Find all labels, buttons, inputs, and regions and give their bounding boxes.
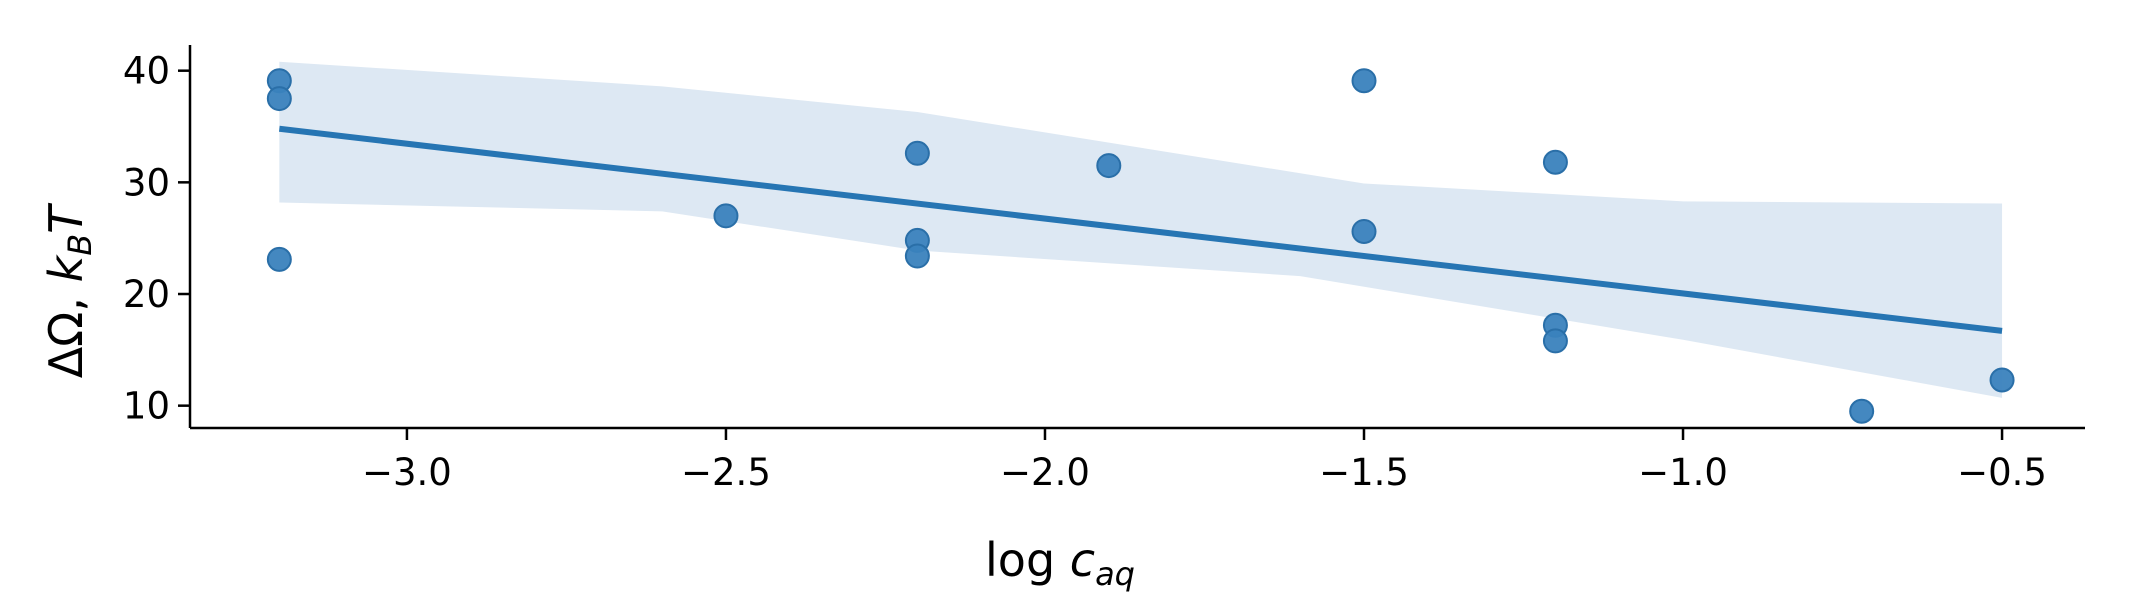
data-point bbox=[1989, 367, 2015, 393]
data-point bbox=[1351, 218, 1377, 244]
y-tick-label: 10 bbox=[123, 385, 170, 428]
data-point bbox=[904, 243, 930, 269]
regression-line bbox=[278, 125, 2003, 334]
x-tick-label: −3.0 bbox=[362, 451, 452, 494]
x-tick-label: −1.5 bbox=[1319, 451, 1409, 494]
y-tick-label: 20 bbox=[123, 273, 170, 316]
data-points-layer bbox=[266, 68, 2015, 424]
data-point bbox=[266, 86, 292, 112]
data-point bbox=[1096, 153, 1122, 179]
y-tick-label: 30 bbox=[123, 161, 170, 204]
data-point bbox=[713, 203, 739, 229]
x-tick-label: −2.0 bbox=[1000, 451, 1090, 494]
y-tick-label: 40 bbox=[123, 50, 170, 93]
data-point bbox=[1542, 328, 1568, 354]
x-tick-label: −1.0 bbox=[1638, 451, 1728, 494]
data-point bbox=[1849, 398, 1875, 424]
data-point bbox=[1542, 149, 1568, 175]
axes-layer: −3.0 −2.5 −2.0 −1.5 −1.0 −0.5 10 20 30 40 bbox=[123, 45, 2085, 494]
x-axis-label: log caq bbox=[985, 533, 1135, 593]
x-tick-label: −2.5 bbox=[681, 451, 771, 494]
regression-line-layer bbox=[278, 125, 2003, 334]
data-point bbox=[904, 140, 930, 166]
y-axis-label: ΔΩ, kBT bbox=[39, 202, 99, 378]
x-tick-label: −0.5 bbox=[1957, 451, 2047, 494]
data-point bbox=[1351, 68, 1377, 94]
data-point bbox=[266, 246, 292, 272]
